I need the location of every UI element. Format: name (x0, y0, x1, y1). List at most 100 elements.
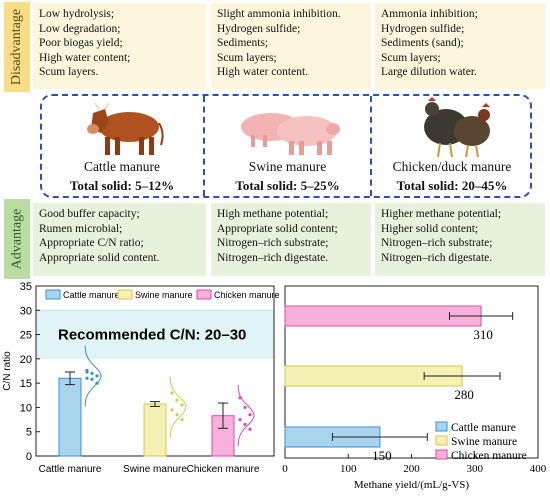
list-item: Slight ammonia inhibition. (217, 8, 341, 20)
legend-swatch (435, 421, 448, 432)
distribution-curve (84, 345, 102, 407)
data-point (170, 408, 174, 412)
x-tick-label: 200 (403, 463, 420, 475)
legend-swatch (117, 289, 133, 300)
legend-label: Cattle manure (63, 290, 120, 300)
data-point (248, 413, 252, 417)
disadvantage-tab: Disadvantage (4, 2, 30, 92)
swine-panel: Swine manure Total solid: 5–25% (205, 95, 370, 197)
legend-swatch (435, 435, 448, 446)
chicken-advantages: Higher methane potential; Higher solid c… (375, 203, 545, 276)
list-item: Ammonia inhibition; (381, 8, 478, 20)
list-item: Hydrogen sulfide; (217, 22, 301, 35)
bar (143, 403, 167, 457)
list-item: Sediments; (217, 37, 269, 50)
list-item: Scum layers; (381, 51, 441, 64)
data-point (90, 377, 94, 381)
recommended-band (36, 310, 274, 359)
x-tick-label: 0 (282, 463, 288, 475)
data-point (243, 422, 247, 427)
data-point (175, 398, 179, 402)
y-tick-label: 35 (20, 282, 32, 293)
legend-swatch (196, 289, 212, 300)
list-item: Nitrogen–rich substrate; (381, 237, 493, 250)
list-item: Good buffer capacity; (39, 208, 140, 220)
swine-name: Swine manure (248, 159, 327, 174)
divider (370, 96, 372, 196)
legend-label: Swine manure (451, 436, 517, 448)
x-axis-label: Methane yield/(mL/g-VS) (354, 479, 470, 491)
chicken-panel: Chicken/duck manure Total solid: 20–45% (372, 95, 532, 197)
animal-frame (40, 94, 532, 198)
list-item: Higher methane potential; (381, 208, 502, 220)
legend-label: Swine manure (135, 290, 193, 300)
chicken-total-solid: Total solid: 20–45% (396, 178, 508, 193)
legend-label: Chicken manure (451, 450, 527, 462)
divider (203, 96, 205, 196)
y-tick-label: 0 (26, 451, 32, 463)
x-tick-label: 100 (340, 463, 357, 475)
data-point (180, 417, 184, 422)
list-item: Nitrogen–rich digestate. (381, 251, 493, 264)
list-item: High water content; (39, 51, 131, 64)
cn-ratio-chart: 0 5 10 15 20 25 30 35 C/N ratio Recommended C/N: … (2, 282, 280, 475)
list-item: Appropriate solid content. (39, 251, 160, 264)
data-point (90, 371, 94, 376)
y-tick-label: 30 (20, 305, 32, 317)
chicken-image (424, 97, 490, 158)
list-item: Low degradation; (39, 22, 121, 35)
legend-label: Cattle manure (451, 422, 516, 434)
advantage-tab: Advantage (4, 199, 30, 279)
swine-disadvantages: Slight ammonia inhibition. Hydrogen sulf… (211, 3, 371, 89)
data-point (248, 427, 252, 431)
legend-swatch (45, 289, 61, 300)
recommended-annotation: Recommended C/N: 20–30 (58, 327, 246, 344)
y-tick-label: 20 (20, 354, 32, 366)
chicken-disadvantages: Ammonia inhibition; Hydrogen sulfide; Se… (375, 3, 545, 89)
list-item: High methane potential; (217, 208, 329, 220)
list-item: Poor biogas yield; (39, 37, 123, 50)
data-label: 150 (372, 448, 392, 463)
y-axis-label: C/N ratio (2, 351, 13, 391)
methane-yield-chart: 0 100 200 300 400 Methane yield/(mL/g-VS) 150 2… (282, 285, 547, 491)
advantage-label: Advantage (9, 208, 24, 270)
bar (58, 377, 82, 457)
list-item: Appropriate C/N ratio; (39, 237, 144, 250)
list-item: Nitrogen–rich substrate; (217, 237, 329, 250)
swine-total-solid: Total solid: 5–25% (235, 178, 340, 193)
list-item: Scum layers; (217, 51, 277, 64)
data-point (95, 374, 99, 378)
legend-label: Chicken manure (214, 290, 280, 300)
cattle-name: Cattle manure (83, 159, 161, 174)
x-tick-label: Swine manure (123, 464, 187, 475)
data-point (175, 413, 179, 417)
data-point (238, 417, 242, 422)
x-tick-label: 300 (467, 463, 484, 475)
cattle-total-solid: Total solid: 5–12% (69, 178, 175, 193)
cattle-disadvantages: Low hydrolysis; Low degradation; Poor bi… (33, 3, 206, 89)
pig-image (241, 113, 340, 155)
swine-advantages: High methane potential; Appropriate soli… (211, 203, 371, 276)
list-item: Hydrogen sulfide; (381, 22, 465, 35)
list-item: Sediments (sand); (381, 37, 464, 50)
data-point (180, 403, 184, 407)
chicken-name: Chicken/duck manure (392, 159, 512, 174)
x-tick-label: Chicken manure (187, 464, 260, 475)
cow-image (87, 102, 164, 155)
list-item: Appropriate solid content; (217, 222, 338, 235)
cattle-advantages: Good buffer capacity; Rumen microbial; A… (33, 203, 206, 276)
distribution-curve (237, 384, 255, 447)
list-item: High water content. (217, 66, 309, 79)
y-tick-label: 25 (20, 330, 32, 342)
list-item: Higher solid content; (381, 222, 479, 235)
x-tick-label: Cattle manure (39, 464, 102, 475)
data-label: 310 (473, 327, 493, 342)
y-tick-label: 5 (26, 427, 32, 439)
distribution-curve (169, 376, 187, 438)
list-item: Large dilution water. (381, 66, 477, 79)
y-tick-label: 15 (20, 378, 32, 390)
legend-swatch (435, 449, 448, 460)
data-point (85, 368, 89, 373)
list-item: Rumen microbial; (39, 222, 123, 235)
y-tick-label: 10 (20, 402, 32, 414)
